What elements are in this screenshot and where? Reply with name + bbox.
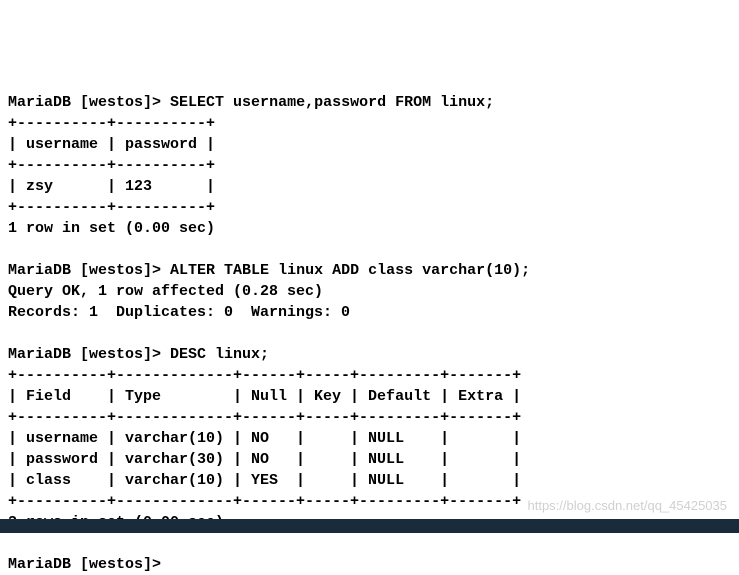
table-border: +----------+-------------+------+-----+-… [8,367,521,384]
table-header: | Field | Type | Null | Key | Default | … [8,388,521,405]
prompt: MariaDB [westos]> [8,556,161,573]
table-border: +----------+----------+ [8,115,215,132]
result-line: Records: 1 Duplicates: 0 Warnings: 0 [8,304,350,321]
prompt: MariaDB [westos]> [8,94,161,111]
sql-query: SELECT username,password FROM linux; [170,94,494,111]
table-border: +----------+-------------+------+-----+-… [8,409,521,426]
result-summary: 1 row in set (0.00 sec) [8,220,215,237]
table-row: | class | varchar(10) | YES | | NULL | | [8,472,521,489]
watermark: https://blog.csdn.net/qq_45425035 [528,497,728,515]
sql-query: ALTER TABLE linux ADD class varchar(10); [170,262,530,279]
prompt: MariaDB [westos]> [8,262,161,279]
table-row: | zsy | 123 | [8,178,215,195]
result-line: Query OK, 1 row affected (0.28 sec) [8,283,323,300]
table-border: +----------+-------------+------+-----+-… [8,493,521,510]
prompt: MariaDB [westos]> [8,346,161,363]
table-row: | password | varchar(30) | NO | | NULL |… [8,451,521,468]
bottom-bar [0,519,739,533]
sql-query: DESC linux; [170,346,269,363]
table-border: +----------+----------+ [8,199,215,216]
table-border: +----------+----------+ [8,157,215,174]
table-header: | username | password | [8,136,215,153]
table-row: | username | varchar(10) | NO | | NULL |… [8,430,521,447]
